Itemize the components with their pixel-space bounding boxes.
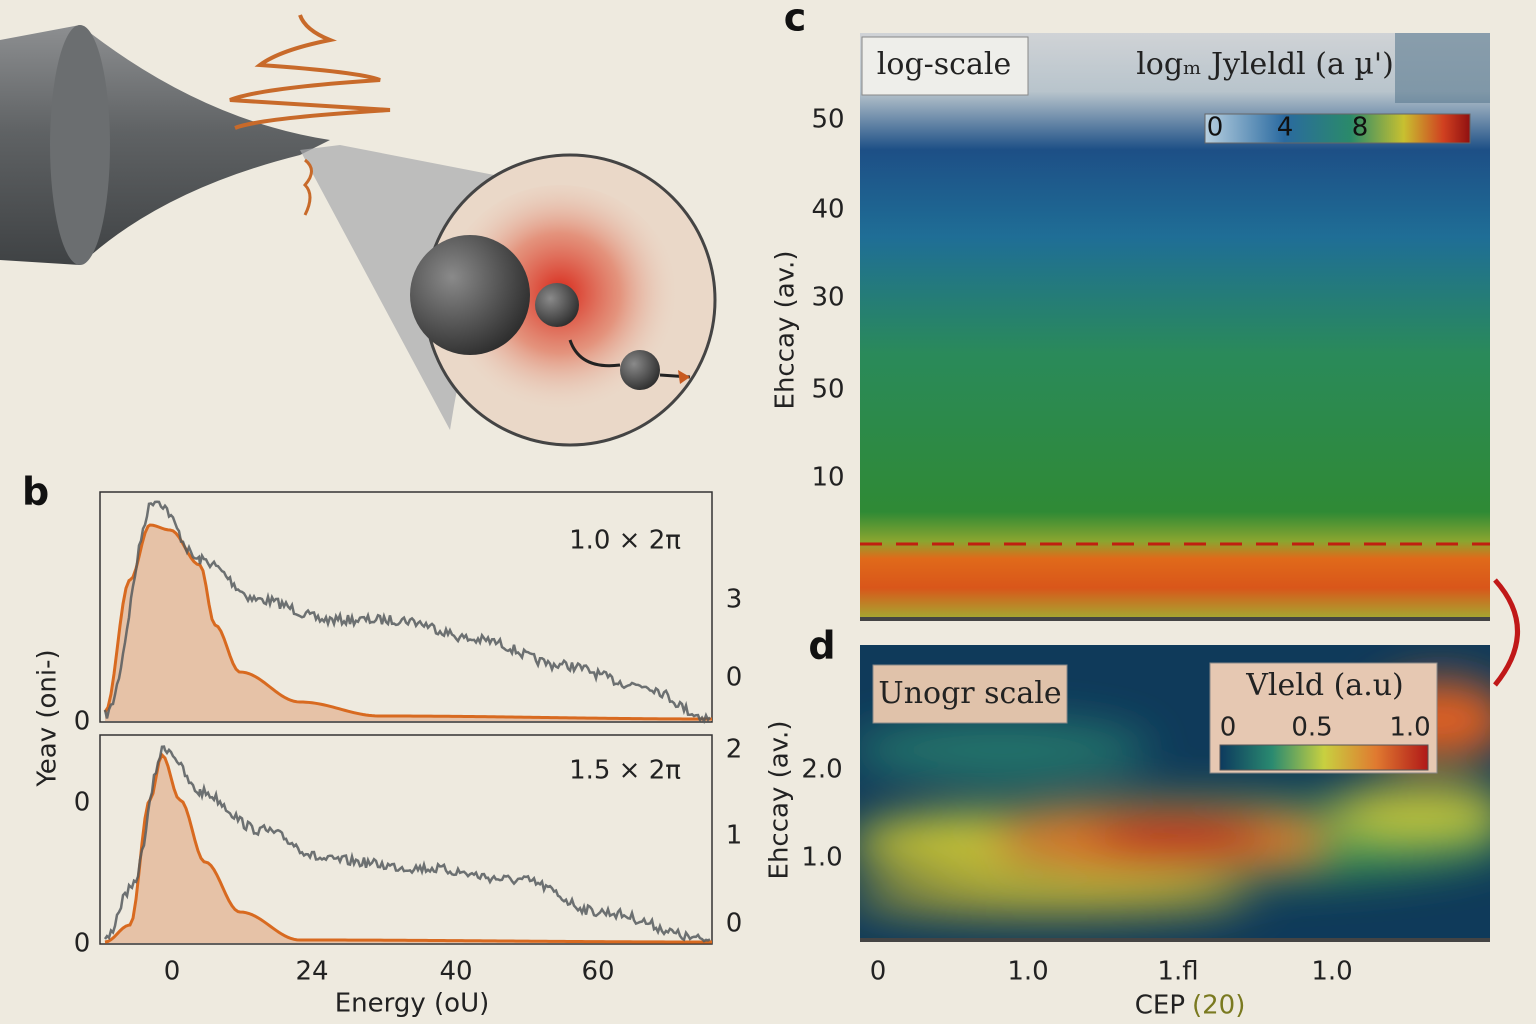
axis-line	[860, 938, 1490, 942]
spectrum-gray	[103, 500, 711, 725]
y-axis-label: Yeav (oni-)	[33, 649, 63, 787]
y-tick-label: 2.0	[801, 755, 842, 785]
y-tick-label: 2	[726, 735, 743, 765]
panel-label: d	[808, 624, 835, 668]
g	[103, 500, 712, 944]
scale-box	[872, 664, 1068, 724]
panel-d: d Unogr scale Vleld (a.u) 0 0.5 1.0 2.0 …	[765, 624, 1490, 1021]
y-tick-label: 10	[811, 463, 844, 493]
axes-frame	[99, 491, 713, 723]
x-tick-label: 0	[870, 957, 887, 987]
y-tick-label: 0	[74, 788, 91, 818]
field-blob	[1330, 785, 1490, 835]
y-tick-label: 0	[726, 909, 743, 939]
panel-c: c log-scale logₘ Jyleldl (a µ') 0 4 8 50…	[771, 0, 1490, 621]
field-blob	[860, 877, 1250, 913]
laser-pulse	[229, 14, 391, 130]
y-tick-label: 0	[74, 929, 91, 959]
laser-pulse	[302, 158, 313, 216]
x-tick-label: 1.0	[1007, 957, 1048, 987]
panel-b: b 1.0 × 2π 1.5 × 2π Yeav (oni-) 0 0 0 3 …	[22, 470, 742, 1019]
colorbar-tick-label: 0.5	[1291, 713, 1332, 743]
x-tick-label: 60	[581, 957, 614, 987]
curve-note: 1.5 × 2π	[569, 756, 681, 786]
x-tick-label: 0	[164, 957, 181, 987]
colorbar-tick-label: 0	[1220, 713, 1237, 743]
axis-line	[860, 617, 1490, 621]
y-tick-label: 3	[726, 585, 743, 615]
x-axis-unit: (20)	[1192, 991, 1245, 1021]
panel-label: b	[22, 470, 49, 514]
electron	[620, 350, 660, 390]
illustration	[0, 14, 717, 447]
axes-frame	[99, 734, 713, 945]
colorbar	[1204, 113, 1471, 144]
y-tick-label: 50	[811, 105, 844, 135]
x-tick-label: 24	[295, 957, 328, 987]
scale-box	[861, 36, 1029, 96]
arrow-head	[678, 370, 690, 384]
x-tick-label: 1.fl	[1157, 957, 1198, 987]
x-axis-label: Energy (oU)	[335, 989, 490, 1019]
y-tick-label: 40	[811, 195, 844, 225]
field-blob	[860, 722, 1150, 778]
x-tick-label: 40	[439, 957, 472, 987]
y-tick-label: 1.0	[801, 843, 842, 873]
y-axis-label: Ehccay (av.)	[771, 251, 801, 410]
y-tick-label: 0	[726, 663, 743, 693]
x-axis-label: CEP	[1135, 991, 1185, 1021]
y-tick-label: 50	[811, 375, 844, 405]
tip-cone	[0, 25, 330, 265]
spectrum-fill	[105, 525, 712, 721]
y-tick-label: 0	[74, 707, 91, 737]
tip-face	[50, 25, 110, 265]
field-blob	[1090, 813, 1270, 857]
electron	[535, 283, 579, 327]
y-axis-label: Ehccay (av.)	[765, 721, 795, 880]
tip-apex	[410, 235, 530, 355]
spectrum-orange	[103, 523, 712, 721]
colorbar-tick-label: 1.0	[1389, 713, 1430, 743]
spectrum-orange	[104, 752, 712, 944]
connector-arc	[1493, 578, 1520, 687]
spectrum-gray	[103, 745, 711, 943]
scale-label: Unogr scale	[878, 676, 1061, 711]
y-tick-label: 1	[726, 821, 743, 851]
colorbar-tick-label: 8	[1352, 113, 1369, 143]
colorbar-tick-label: 0	[1207, 113, 1224, 143]
spectrum-fill	[105, 755, 712, 943]
colorbar-tick-label: 4	[1277, 113, 1294, 143]
colorbar	[1219, 744, 1429, 771]
colorbar-title: Vleld (a.u)	[1245, 668, 1404, 703]
x-tick-label: 1.0	[1311, 957, 1352, 987]
heatmap-patch	[1395, 33, 1490, 103]
colorbar-title: logₘ Jyleldl (a µ')	[1136, 47, 1394, 82]
y-tick-label: 30	[811, 283, 844, 313]
scale-label: log-scale	[877, 47, 1011, 82]
curve-note: 1.0 × 2π	[569, 526, 681, 556]
panel-label: c	[784, 0, 807, 40]
